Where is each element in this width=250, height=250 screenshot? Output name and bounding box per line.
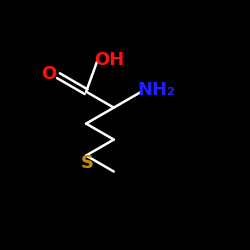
Text: OH: OH <box>94 51 125 69</box>
Text: NH₂: NH₂ <box>138 81 176 99</box>
Text: S: S <box>81 154 94 172</box>
Text: O: O <box>41 65 56 83</box>
